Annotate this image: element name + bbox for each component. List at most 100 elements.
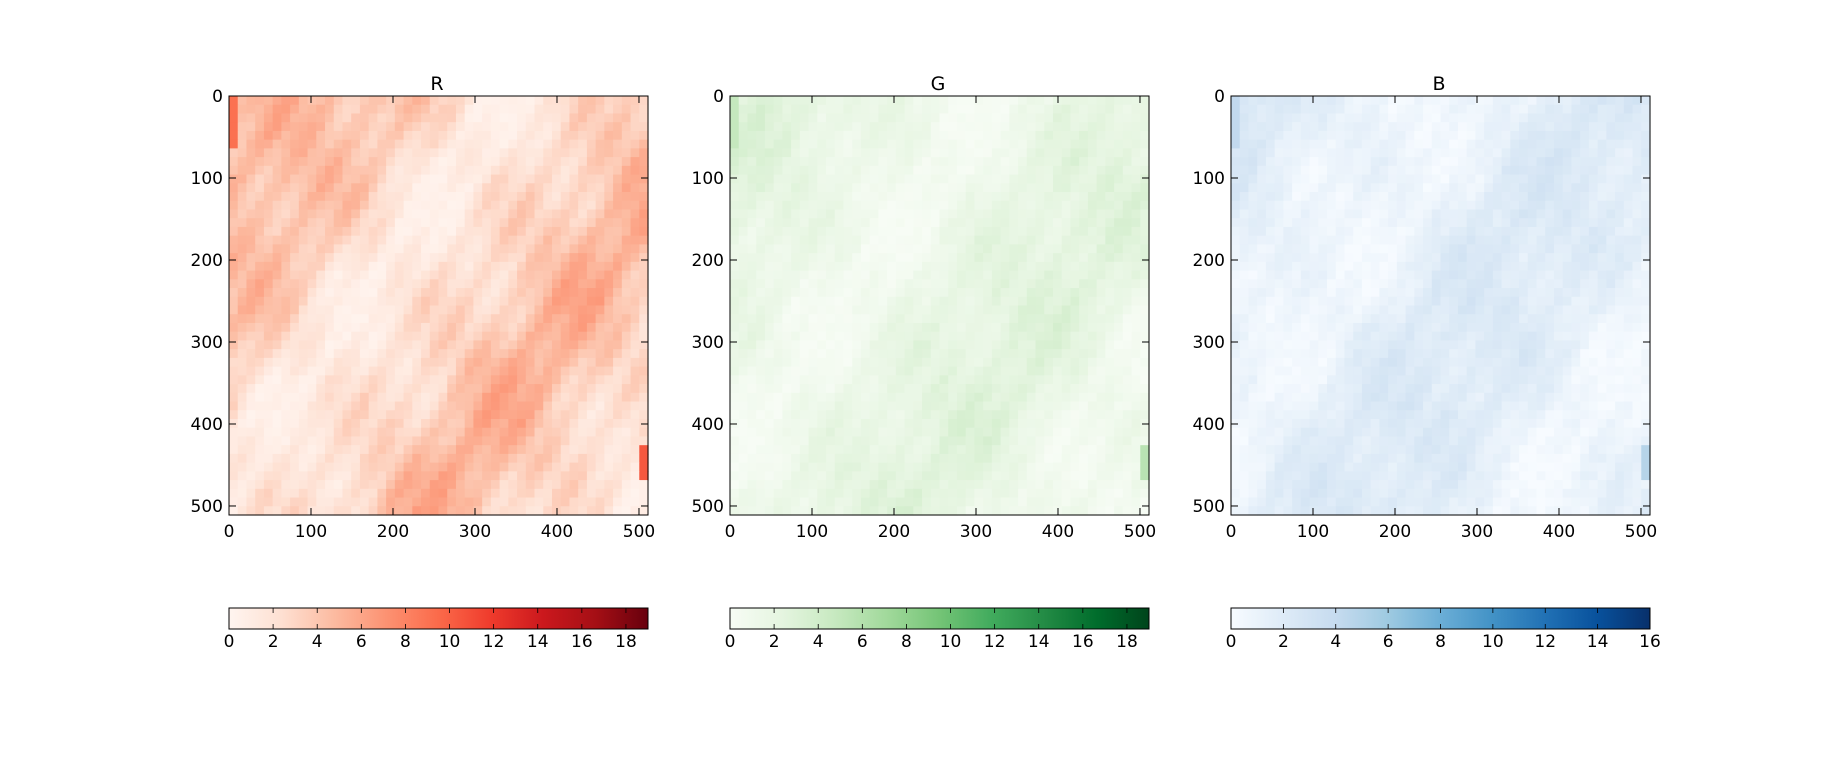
heatmap-cell	[956, 488, 967, 499]
heatmap-cell	[447, 148, 457, 158]
heatmap-cell	[272, 165, 282, 176]
heatmap-cell	[237, 253, 248, 263]
heatmap-cell	[1615, 104, 1625, 115]
heatmap-cell	[817, 148, 827, 158]
heatmap-cell	[560, 436, 571, 446]
heatmap-cell	[1114, 384, 1124, 394]
heatmap-cell	[351, 506, 361, 516]
heatmap-cell	[939, 296, 949, 307]
heatmap-cell	[956, 418, 967, 429]
heatmap-cell	[843, 506, 853, 516]
heatmap-cell	[525, 235, 536, 245]
heatmap-cell	[1035, 506, 1045, 516]
heatmap-cell	[421, 183, 431, 193]
heatmap-cell	[255, 322, 265, 333]
heatmap-cell	[1140, 157, 1150, 167]
heatmap-cell	[368, 497, 378, 507]
heatmap-cell	[956, 427, 967, 438]
heatmap-cell	[333, 497, 344, 507]
heatmap-cell	[263, 480, 274, 490]
heatmap-cell	[764, 139, 775, 149]
heatmap-cell	[325, 506, 335, 516]
heatmap-cell	[316, 366, 326, 376]
heatmap-cell	[913, 165, 923, 176]
heatmap-cell	[887, 261, 897, 272]
heatmap-cell	[464, 218, 475, 228]
heatmap-cell	[1044, 366, 1054, 376]
heatmap-cell	[394, 349, 405, 359]
heatmap-cell	[913, 200, 923, 211]
heatmap-cell	[560, 314, 571, 324]
heatmap-cell	[508, 122, 518, 132]
heatmap-cell	[613, 235, 623, 245]
heatmap-cell	[1087, 506, 1098, 516]
heatmap-cell	[895, 453, 906, 464]
heatmap-cell	[991, 148, 1002, 158]
heatmap-cell	[1361, 122, 1372, 132]
colorbar-g: 0 2 4 6 8 10 12 14 16 18	[725, 607, 1150, 652]
heatmap-cell	[1545, 122, 1555, 132]
heatmap-cell	[1087, 183, 1098, 193]
heatmap-cell	[394, 445, 405, 455]
heatmap-cell	[1018, 253, 1028, 263]
heatmap-cell	[307, 261, 317, 272]
heatmap-cell	[630, 148, 640, 158]
heatmap-cell	[1562, 96, 1573, 106]
heatmap-cell	[1105, 165, 1115, 176]
heatmap-cell	[421, 253, 431, 263]
heatmap-cell	[1492, 113, 1503, 123]
heatmap-cell	[826, 401, 836, 411]
heatmap-cell	[764, 384, 775, 394]
heatmap-cell	[307, 314, 317, 324]
heatmap-cell	[551, 392, 562, 403]
heatmap-cell	[1087, 296, 1098, 307]
heatmap-cell	[508, 410, 518, 420]
heatmap-cell	[1344, 113, 1354, 123]
heatmap-cell	[817, 270, 827, 280]
heatmap-cell	[730, 270, 740, 280]
heatmap-cell	[1484, 96, 1494, 106]
heatmap-cell	[852, 96, 862, 106]
heatmap-cell	[747, 139, 757, 149]
heatmap-b	[1231, 96, 1651, 516]
heatmap-cell	[930, 174, 941, 184]
heatmap-cell	[281, 480, 291, 490]
heatmap-cell	[578, 314, 588, 324]
heatmap-cell	[255, 104, 265, 115]
heatmap-cell	[1388, 122, 1398, 132]
heatmap-cell	[869, 418, 879, 429]
heatmap-cell	[517, 96, 527, 106]
heatmap-cell	[1000, 471, 1010, 481]
heatmap-cell	[1018, 471, 1028, 481]
heatmap-cell	[904, 261, 914, 272]
heatmap-cell	[1140, 96, 1150, 106]
heatmap-cell	[1079, 480, 1089, 490]
heatmap-cell	[1131, 471, 1141, 481]
heatmap-cell	[272, 183, 282, 193]
heatmap-cell	[368, 139, 378, 149]
heatmap-cell	[438, 497, 448, 507]
heatmap-cell	[956, 357, 967, 368]
heatmap-cell	[290, 139, 300, 149]
heatmap-cell	[534, 349, 544, 359]
heatmap-cell	[621, 453, 632, 464]
heatmap-cell	[438, 401, 448, 411]
heatmap-cell	[569, 349, 579, 359]
heatmap-cell	[869, 462, 879, 472]
heatmap-cell	[826, 244, 836, 254]
heatmap-cell	[595, 218, 605, 228]
heatmap-cell	[272, 218, 282, 228]
heatmap-cell	[621, 331, 632, 342]
heatmap-cell	[508, 471, 518, 481]
heatmap-cell	[948, 148, 958, 158]
heatmap-cell	[1061, 104, 1072, 115]
heatmap-cell	[1000, 375, 1010, 385]
heatmap-cell	[569, 288, 579, 298]
heatmap-cell	[316, 331, 326, 342]
heatmap-cell	[229, 392, 239, 403]
heatmap-cell	[948, 427, 958, 438]
heatmap-cell	[1044, 209, 1054, 219]
heatmap-cell	[1018, 209, 1028, 219]
heatmap-cell	[965, 270, 976, 280]
